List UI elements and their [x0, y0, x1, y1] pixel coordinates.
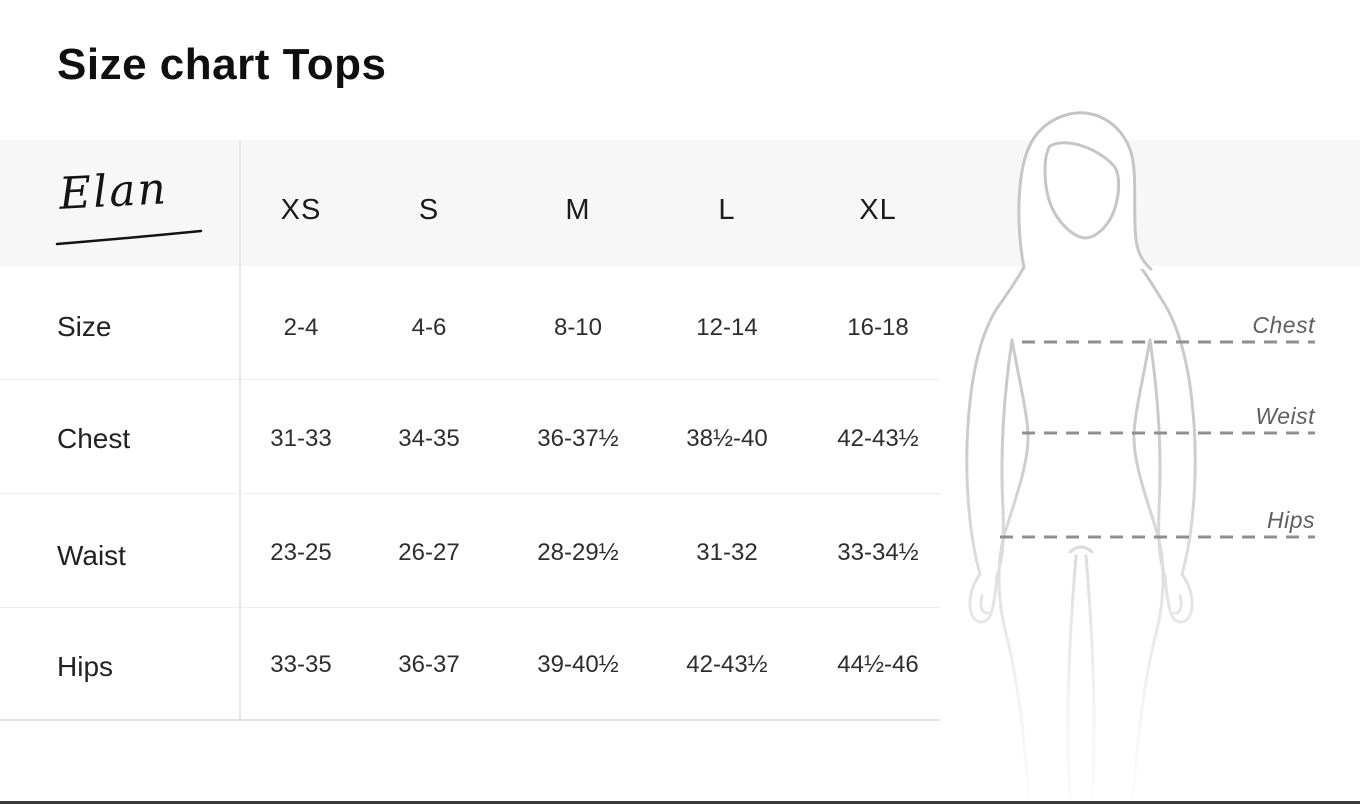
- brand-underline-flourish: [55, 229, 203, 246]
- table-cell-chest-s: 34-35: [398, 425, 460, 452]
- table-cell-waist-xs: 23-25: [270, 539, 332, 566]
- brand-logo: Elan: [55, 163, 215, 252]
- table-cell-size-l: 12-14: [696, 314, 758, 341]
- table-cell-size-m: 8-10: [553, 314, 603, 341]
- table-cell-chest-l: 38½-40: [686, 425, 768, 452]
- table-row-border: [0, 493, 940, 494]
- table-cell-chest-xl: 42-43½: [837, 425, 919, 452]
- table-cell-hips-s: 36-37: [398, 651, 460, 678]
- table-row-border: [0, 607, 940, 608]
- column-header-s: S: [418, 194, 440, 226]
- table-row-border: [0, 379, 940, 380]
- row-label-hips: Hips: [57, 651, 114, 682]
- row-label-waist: Waist: [57, 540, 126, 571]
- table-cell-size-xl: 16-18: [847, 314, 909, 341]
- row-label-size: Size: [57, 311, 112, 342]
- chest-measure-label: Chest: [1252, 312, 1315, 338]
- table-cell-hips-l: 42-43½: [686, 651, 768, 678]
- table-cell-size-s: 4-6: [411, 314, 447, 341]
- page-title: Size chart Tops: [57, 40, 387, 89]
- table-cell-waist-m: 28-29½: [537, 539, 619, 566]
- column-header-m: M: [565, 194, 591, 226]
- brand-logo-text: Elan: [57, 163, 170, 220]
- table-cell-hips-xl: 44½-46: [837, 651, 919, 678]
- table-cell-chest-m: 36-37½: [537, 425, 619, 452]
- hips-measure-label: Hips: [1266, 507, 1315, 533]
- table-cell-waist-l: 31-32: [696, 539, 758, 566]
- column-header-xs: XS: [280, 194, 322, 226]
- table-cell-size-xs: 2-4: [283, 314, 319, 341]
- row-label-chest: Chest: [57, 423, 131, 454]
- table-cell-waist-s: 26-27: [398, 539, 460, 566]
- table-cell-hips-m: 39-40½: [537, 651, 619, 678]
- table-cell-hips-xs: 33-35: [270, 651, 332, 678]
- table-vertical-divider: [239, 140, 241, 721]
- woman-silhouette-icon: [965, 111, 1315, 804]
- column-header-xl: XL: [859, 194, 897, 226]
- table-cell-waist-xl: 33-34½: [837, 539, 919, 566]
- table-cell-chest-xs: 31-33: [270, 425, 332, 452]
- column-header-l: L: [718, 194, 736, 226]
- waist-measure-label: Weist: [1255, 403, 1315, 429]
- bottom-edge-line: [0, 801, 1360, 804]
- body-measurement-figure: [940, 104, 1360, 804]
- table-bottom-border: [0, 719, 940, 721]
